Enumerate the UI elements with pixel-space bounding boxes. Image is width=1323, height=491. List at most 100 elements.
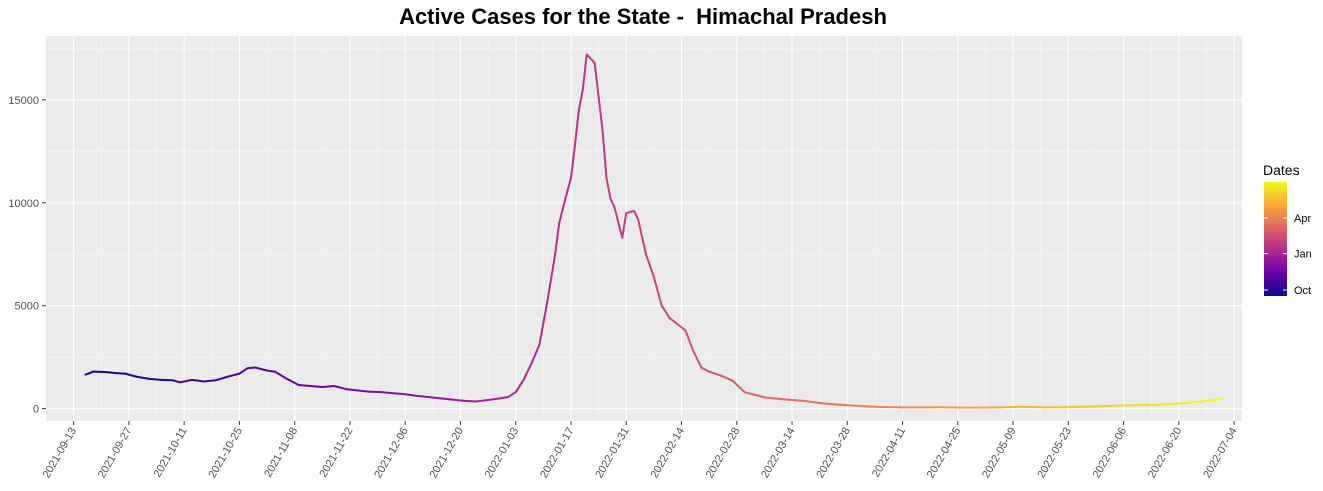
series-line-segment: [585, 53, 596, 64]
series-line-segment: [668, 317, 679, 326]
series-line-segment: [1177, 401, 1192, 405]
y-tick-label: 10000: [8, 198, 39, 210]
x-tick-label: 2021-12-20: [428, 426, 467, 481]
series-line-segment: [581, 53, 588, 91]
series-line-segment: [84, 370, 95, 376]
series-line-segment: [266, 369, 276, 373]
grid-major: [46, 36, 1242, 421]
series-line-segment: [1098, 404, 1121, 408]
x-tick-label: 2022-02-14: [649, 426, 688, 481]
series-line-segment: [577, 88, 584, 112]
series-line-segment: [822, 402, 845, 406]
series-line-segment: [135, 375, 150, 380]
legend: Dates Oct Jan Apr: [1263, 162, 1312, 297]
series-layer: [84, 53, 1224, 409]
series-line-segment: [1201, 399, 1216, 403]
x-tick-label: 2022-05-09: [980, 426, 1019, 481]
y-axis: 0 5000 10000 15000: [8, 95, 46, 416]
x-tick-label: 2021-10-25: [206, 426, 245, 481]
x-tick-label: 2022-02-28: [704, 426, 743, 481]
series-line-segment: [783, 398, 805, 402]
series-line-segment: [652, 275, 663, 307]
series-line-segment: [676, 323, 687, 332]
series-line-segment: [621, 212, 628, 239]
series-line-segment: [684, 329, 695, 352]
series-line-segment: [566, 177, 572, 194]
series-line-segment: [573, 109, 580, 147]
series-line-segment: [644, 253, 655, 278]
series-line-segment: [487, 397, 501, 401]
series-line-segment: [514, 378, 525, 394]
series-line-segment: [802, 399, 825, 405]
series-line-segment: [700, 366, 711, 373]
series-line-segment: [273, 370, 288, 380]
x-tick-label: 2022-04-11: [870, 426, 908, 480]
x-tick-label: 2022-05-23: [1035, 426, 1074, 481]
series-line-segment: [238, 367, 249, 375]
series-line-segment: [463, 399, 478, 403]
plot-panel: [46, 36, 1242, 421]
series-line-segment: [569, 144, 576, 180]
series-line-segment: [609, 197, 616, 208]
legend-label: Oct: [1294, 285, 1311, 297]
series-line-segment: [356, 389, 371, 393]
series-line-segment: [708, 370, 722, 377]
chart-title: Active Cases for the State - Himachal Pr…: [399, 4, 887, 29]
x-tick-label: 2021-09-13: [41, 426, 80, 481]
series-line-segment: [538, 300, 549, 346]
series-line-segment: [404, 393, 419, 397]
series-line-segment: [451, 398, 466, 402]
series-line-segment: [637, 218, 647, 256]
x-tick-label: 2022-03-28: [814, 426, 853, 481]
series-line-segment: [605, 177, 612, 200]
x-tick-label: 2022-01-31: [593, 426, 632, 481]
series-line-segment: [719, 374, 734, 382]
series-line-segment: [297, 383, 312, 387]
series-line-segment: [475, 399, 490, 403]
series-line-segment: [321, 385, 336, 389]
series-line-segment: [554, 222, 561, 256]
series-line-segment: [546, 253, 557, 303]
legend-colorbar: [1264, 182, 1287, 296]
x-tick-label: 2022-01-17: [538, 426, 577, 481]
series-line-segment: [104, 371, 119, 375]
series-line-segment: [214, 375, 229, 382]
series-line-segment: [309, 385, 324, 389]
x-tick-label: 2021-11-08: [262, 426, 300, 480]
series-line-segment: [1189, 400, 1204, 404]
x-tick-label: 2022-06-20: [1146, 426, 1185, 481]
x-tick-label: 2021-11-22: [317, 426, 355, 480]
legend-label: Apr: [1294, 213, 1311, 225]
series-line-segment: [743, 391, 766, 399]
y-tick-label: 0: [33, 404, 39, 416]
series-line-segment: [147, 377, 162, 381]
series-line-segment: [1213, 397, 1224, 401]
series-line-segment: [226, 372, 241, 378]
series-line-segment: [246, 366, 257, 370]
series-line-segment: [427, 396, 442, 400]
y-tick-label: 15000: [8, 95, 39, 107]
legend-title: Dates: [1263, 162, 1300, 178]
series-line-segment: [171, 379, 182, 384]
series-line-segment: [191, 378, 205, 383]
series-line-segment: [380, 391, 395, 395]
y-tick-label: 5000: [15, 301, 39, 313]
x-tick-label: 2022-03-14: [759, 426, 798, 481]
series-line-segment: [285, 377, 300, 386]
series-line-segment: [498, 396, 509, 400]
x-tick-label: 2022-07-04: [1201, 426, 1240, 481]
series-line-segment: [530, 343, 541, 365]
series-line-segment: [179, 378, 194, 384]
legend-label: Jan: [1294, 249, 1312, 261]
x-tick-label: 2022-06-06: [1091, 426, 1130, 481]
series-line-segment: [344, 388, 359, 392]
x-tick-label: 2021-12-06: [372, 426, 411, 481]
series-line-segment: [633, 210, 640, 221]
x-tick-label: 2022-04-25: [925, 426, 964, 481]
series-line-segment: [439, 397, 454, 401]
series-line-segment: [333, 385, 347, 391]
series-line-segment: [660, 304, 671, 320]
series-line-segment: [763, 396, 786, 401]
series-line-segment: [522, 362, 533, 381]
x-tick-label: 2022-01-03: [483, 426, 522, 481]
